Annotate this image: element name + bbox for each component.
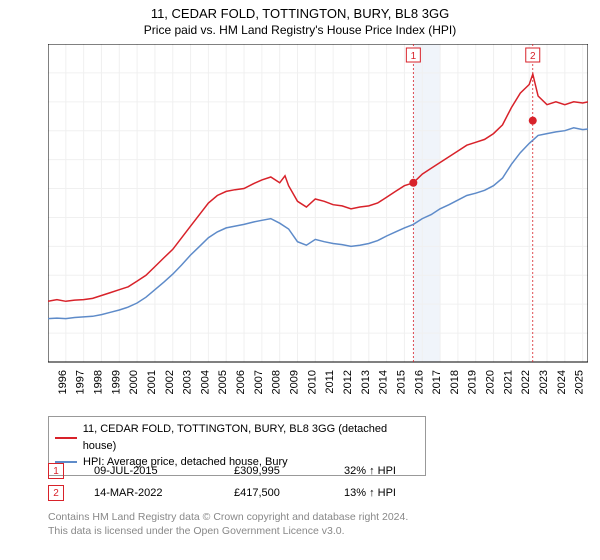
svg-text:1998: 1998 [92,370,104,394]
svg-text:2012: 2012 [342,370,354,394]
transaction-price-2: £417,500 [234,487,344,499]
transaction-row-2: 2 14-MAR-2022 £417,500 13% ↑ HPI [48,482,588,504]
svg-text:1997: 1997 [75,370,87,394]
svg-text:2000: 2000 [128,370,140,394]
legend-swatch-1 [55,437,77,439]
svg-text:2004: 2004 [199,370,211,394]
svg-text:2017: 2017 [431,370,443,394]
legend-item-1: 11, CEDAR FOLD, TOTTINGTON, BURY, BL8 3G… [55,421,419,454]
transaction-pct-1: 32% ↑ HPI [344,465,474,477]
svg-text:2019: 2019 [467,370,479,394]
svg-text:2010: 2010 [306,370,318,394]
svg-text:2013: 2013 [360,370,372,394]
legend-label-1: 11, CEDAR FOLD, TOTTINGTON, BURY, BL8 3G… [83,421,419,454]
svg-text:2022: 2022 [520,370,532,394]
footer-line-1: Contains HM Land Registry data © Crown c… [48,510,588,524]
svg-text:2018: 2018 [449,370,461,394]
svg-text:1999: 1999 [110,370,122,394]
svg-text:2016: 2016 [413,370,425,394]
svg-text:2: 2 [530,51,536,62]
svg-text:1995: 1995 [48,370,51,394]
transaction-price-1: £309,995 [234,465,344,477]
svg-text:2024: 2024 [556,370,568,394]
transaction-date-1: 09-JUL-2015 [94,465,234,477]
svg-text:1: 1 [411,51,417,62]
svg-text:2009: 2009 [289,370,301,394]
transaction-pct-2: 13% ↑ HPI [344,487,474,499]
chart-title: 11, CEDAR FOLD, TOTTINGTON, BURY, BL8 3G… [0,0,600,21]
svg-text:2014: 2014 [378,370,390,394]
svg-text:2025: 2025 [574,370,586,394]
svg-text:2021: 2021 [502,370,514,394]
footer: Contains HM Land Registry data © Crown c… [48,510,588,538]
chart-svg: £0£50K£100K£150K£200K£250K£300K£350K£400… [48,44,588,414]
svg-text:2020: 2020 [485,370,497,394]
svg-text:2007: 2007 [253,370,265,394]
transaction-date-2: 14-MAR-2022 [94,487,234,499]
svg-text:2011: 2011 [324,370,336,394]
svg-text:1996: 1996 [57,370,69,394]
svg-text:2023: 2023 [538,370,550,394]
svg-text:2003: 2003 [182,370,194,394]
svg-text:2001: 2001 [146,370,158,394]
svg-text:2002: 2002 [164,370,176,394]
chart-container: 11, CEDAR FOLD, TOTTINGTON, BURY, BL8 3G… [0,0,600,560]
svg-text:2005: 2005 [217,370,229,394]
transaction-marker-2: 2 [48,485,64,501]
transaction-marker-1: 1 [48,463,64,479]
svg-text:2008: 2008 [271,370,283,394]
transaction-table: 1 09-JUL-2015 £309,995 32% ↑ HPI 2 14-MA… [48,460,588,504]
chart-subtitle: Price paid vs. HM Land Registry's House … [0,21,600,37]
chart-plot-area: £0£50K£100K£150K£200K£250K£300K£350K£400… [48,44,588,374]
svg-text:2015: 2015 [395,370,407,394]
footer-line-2: This data is licensed under the Open Gov… [48,524,588,538]
svg-text:2006: 2006 [235,370,247,394]
transaction-row-1: 1 09-JUL-2015 £309,995 32% ↑ HPI [48,460,588,482]
